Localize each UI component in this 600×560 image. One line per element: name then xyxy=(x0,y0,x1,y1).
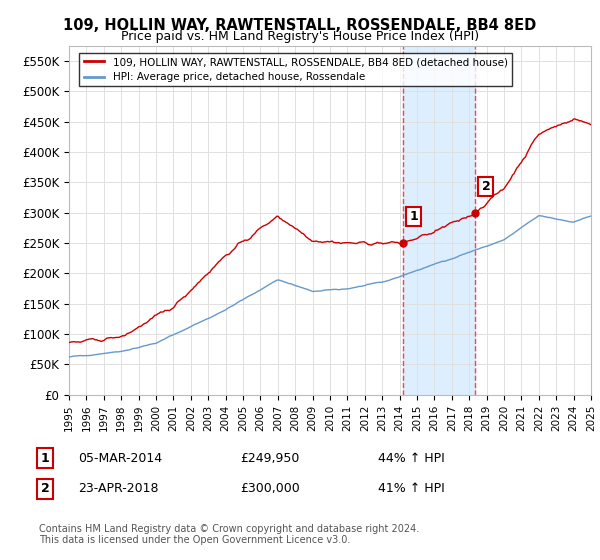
Text: 109, HOLLIN WAY, RAWTENSTALL, ROSSENDALE, BB4 8ED: 109, HOLLIN WAY, RAWTENSTALL, ROSSENDALE… xyxy=(64,18,536,34)
Text: 41% ↑ HPI: 41% ↑ HPI xyxy=(378,482,445,496)
Text: Contains HM Land Registry data © Crown copyright and database right 2024.
This d: Contains HM Land Registry data © Crown c… xyxy=(39,524,419,545)
Text: Price paid vs. HM Land Registry's House Price Index (HPI): Price paid vs. HM Land Registry's House … xyxy=(121,30,479,43)
Text: 1: 1 xyxy=(410,210,418,223)
Text: £249,950: £249,950 xyxy=(240,451,299,465)
Text: 05-MAR-2014: 05-MAR-2014 xyxy=(78,451,162,465)
Text: 1: 1 xyxy=(41,451,49,465)
Text: 2: 2 xyxy=(41,482,49,496)
Text: 23-APR-2018: 23-APR-2018 xyxy=(78,482,158,496)
Text: 2: 2 xyxy=(482,180,490,193)
Text: £300,000: £300,000 xyxy=(240,482,300,496)
Text: 44% ↑ HPI: 44% ↑ HPI xyxy=(378,451,445,465)
Bar xyxy=(403,46,475,395)
Legend: 109, HOLLIN WAY, RAWTENSTALL, ROSSENDALE, BB4 8ED (detached house), HPI: Average: 109, HOLLIN WAY, RAWTENSTALL, ROSSENDALE… xyxy=(79,53,512,86)
